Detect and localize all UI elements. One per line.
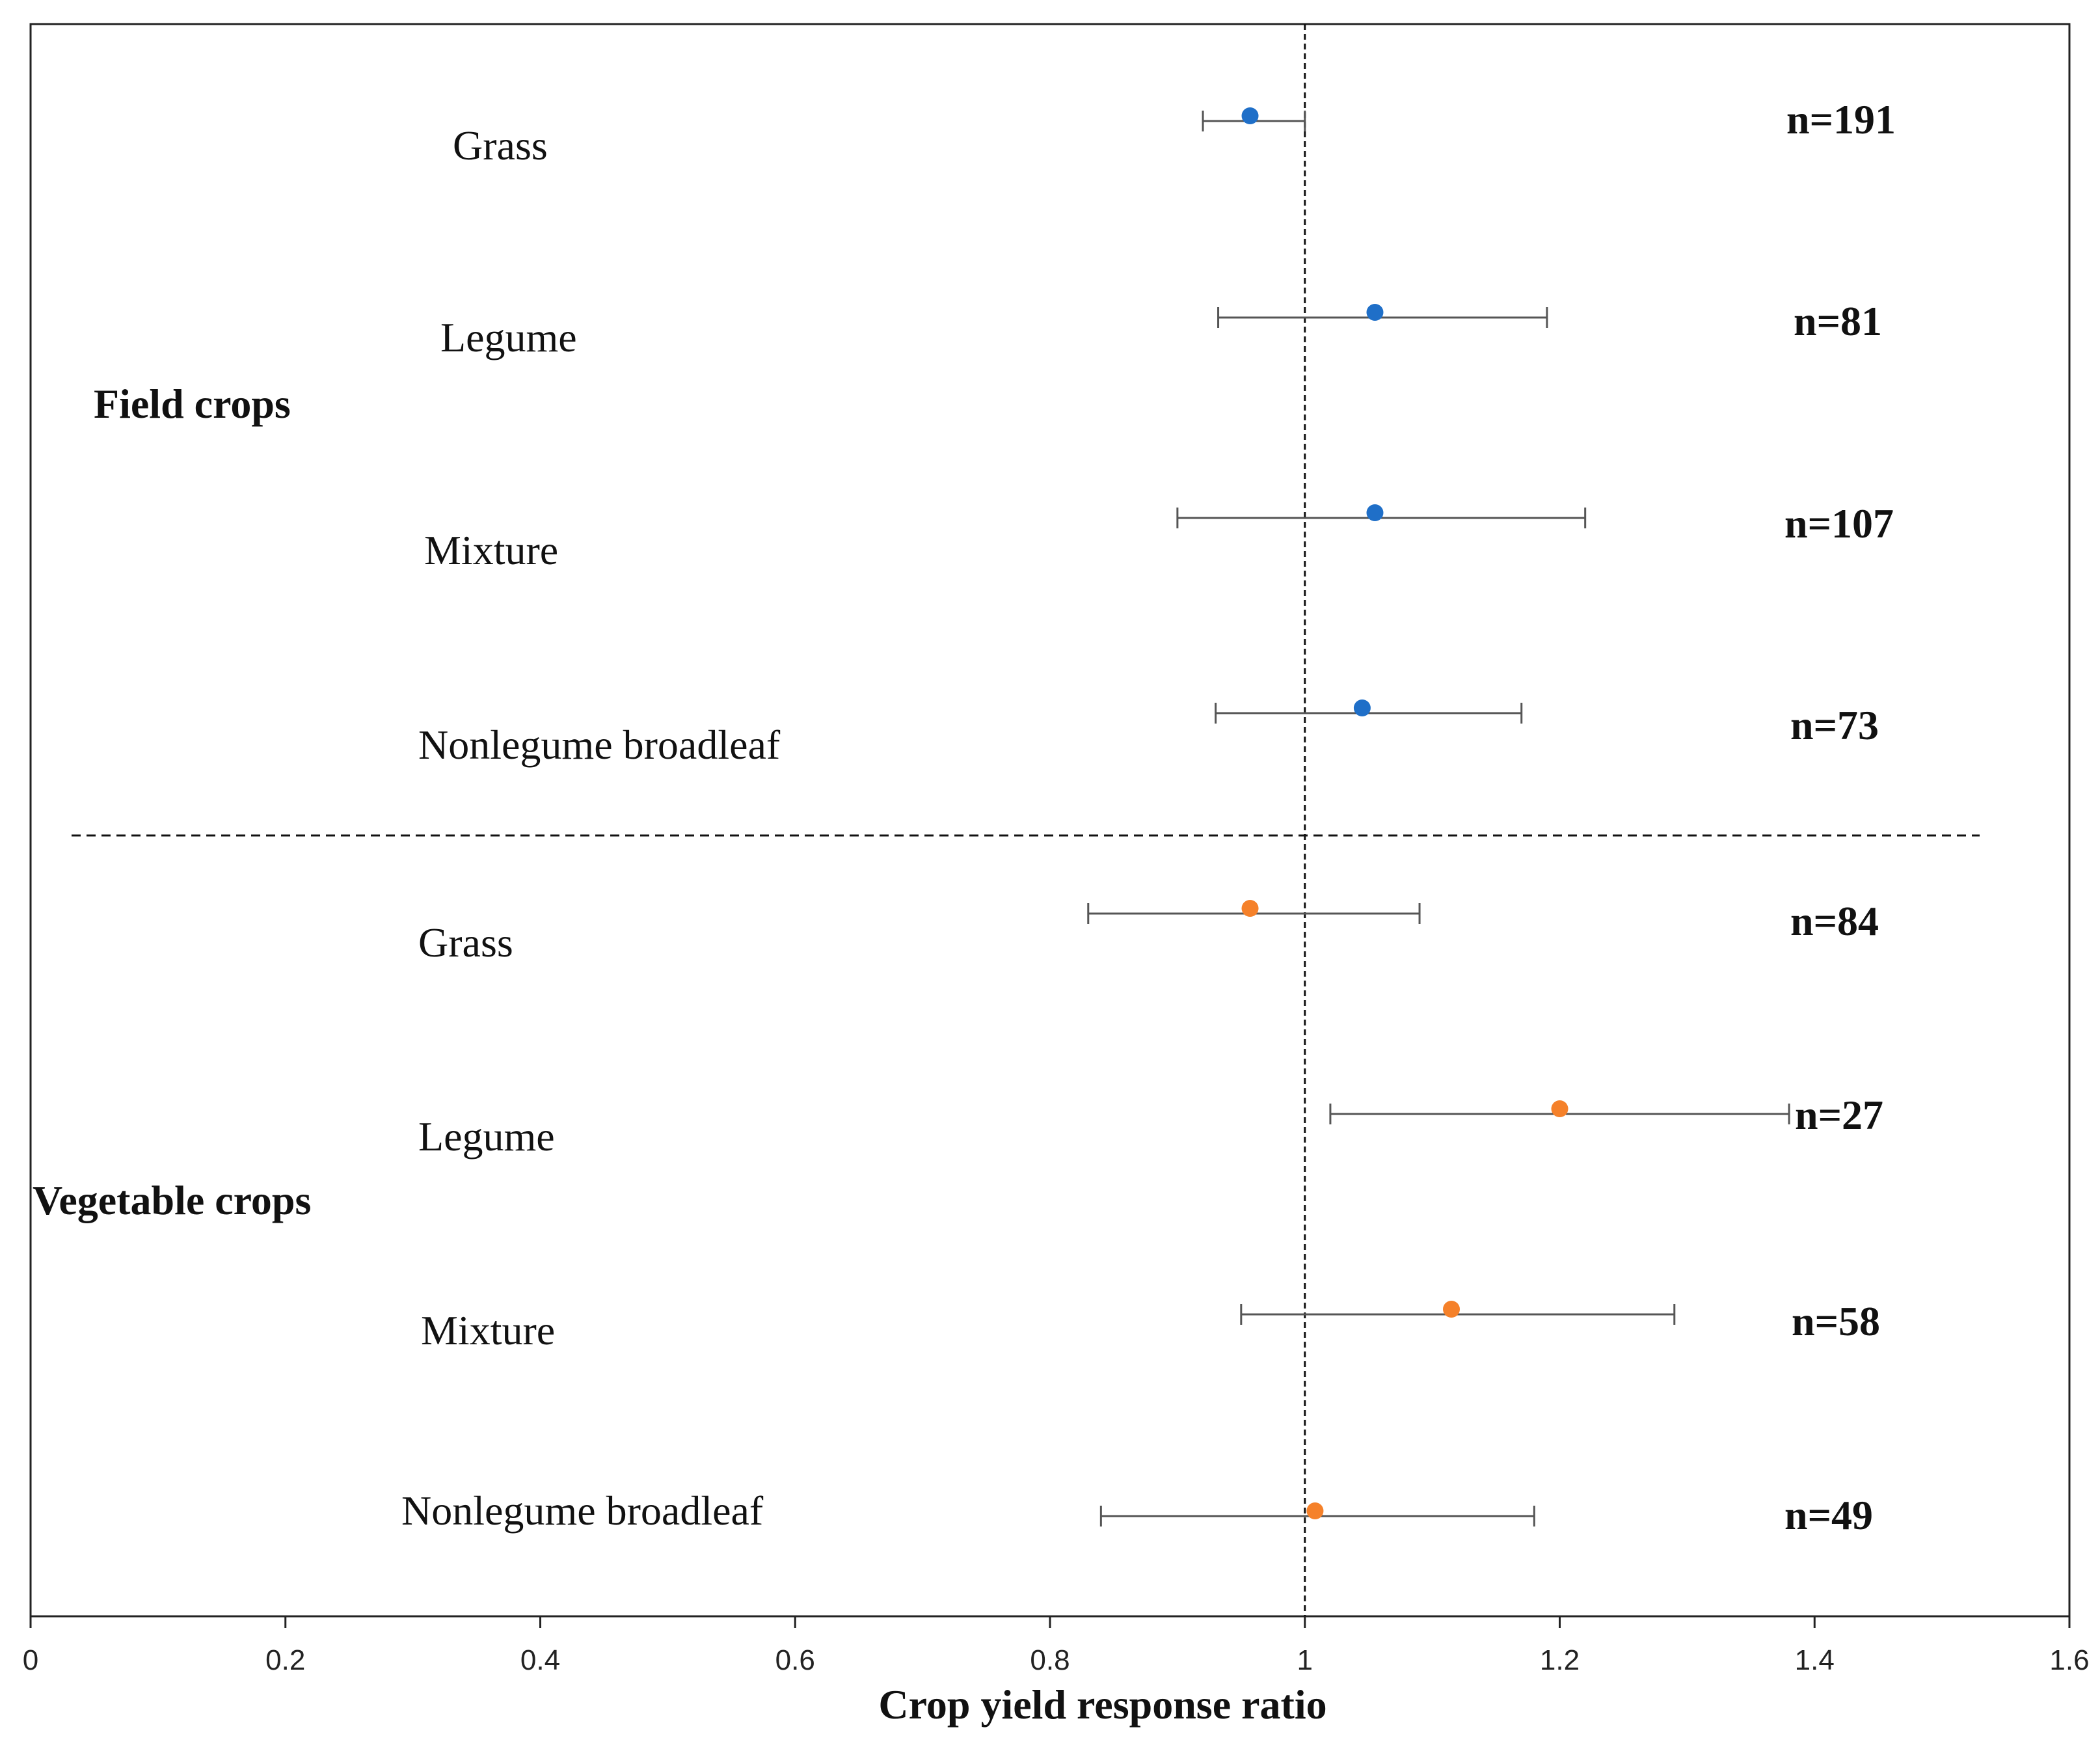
group-label: Vegetable crops	[33, 1177, 311, 1223]
data-point	[1241, 900, 1259, 917]
sample-size-label: n=81	[1794, 298, 1882, 344]
sample-size-label: n=49	[1784, 1492, 1873, 1538]
x-tick-label: 1	[1297, 1644, 1313, 1676]
category-label: Legume	[440, 314, 577, 360]
data-point	[1366, 304, 1384, 321]
data-point	[1366, 504, 1384, 521]
x-tick-label: 0	[23, 1644, 38, 1676]
sample-size-label: n=191	[1786, 96, 1896, 142]
sample-size-label: n=84	[1790, 898, 1879, 944]
sample-size-label: n=107	[1784, 500, 1894, 547]
plot-area-frame	[29, 23, 2071, 1618]
sample-size-label: n=27	[1795, 1092, 1883, 1138]
category-label: Nonlegume broadleaf	[401, 1487, 764, 1534]
category-label: Mixture	[421, 1307, 555, 1353]
data-point	[1241, 107, 1259, 124]
x-tick-label: 1.6	[2049, 1644, 2089, 1676]
x-axis-label: Crop yield response ratio	[878, 1681, 1326, 1728]
category-label: Grass	[453, 122, 548, 169]
category-label: Mixture	[424, 527, 558, 573]
data-point	[1306, 1502, 1324, 1519]
x-tick-label: 0.8	[1030, 1644, 1070, 1676]
data-point	[1353, 699, 1371, 716]
group-label: Field crops	[94, 381, 291, 427]
x-tick-label: 0.6	[775, 1644, 815, 1676]
x-tick-label: 0.2	[265, 1644, 305, 1676]
category-label: Grass	[418, 919, 513, 966]
data-point	[1443, 1301, 1461, 1318]
data-point	[1551, 1100, 1568, 1117]
x-tick-label: 1.2	[1540, 1644, 1580, 1676]
x-tick-label: 0.4	[520, 1644, 560, 1676]
sample-size-label: n=73	[1790, 702, 1879, 748]
x-tick-label: 1.4	[1795, 1644, 1835, 1676]
category-label: Nonlegume broadleaf	[418, 722, 781, 768]
sample-size-label: n=58	[1792, 1298, 1880, 1344]
category-label: Legume	[418, 1113, 555, 1160]
